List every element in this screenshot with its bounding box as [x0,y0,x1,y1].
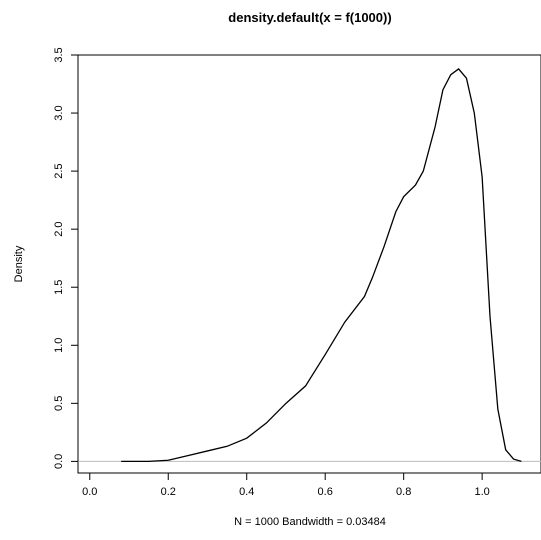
x-tick-label: 0.0 [82,486,97,498]
x-tick-label: 0.8 [396,486,411,498]
y-axis-label: Density [13,245,25,282]
plot-frame [77,54,541,474]
y-tick-label: 3.5 [53,47,65,62]
chart-title: density.default(x = f(1000)) [228,10,391,25]
y-tick-label: 1.5 [53,280,65,295]
x-axis-label: N = 1000 Bandwidth = 0.03484 [234,516,386,528]
x-tick-label: 0.6 [318,486,333,498]
y-tick-label: 1.0 [53,338,65,353]
y-tick-label: 0.5 [53,396,65,411]
x-tick-label: 1.0 [474,486,489,498]
x-axis: 0.0 0.2 0.4 0.6 0.8 1.0 [82,472,490,498]
y-tick-label: 3.0 [53,105,65,120]
y-tick-label: 2.0 [53,222,65,237]
y-axis: 0.0 0.5 1.0 1.5 2.0 2.5 3.0 3.5 [53,47,79,469]
density-curve [121,68,522,463]
y-tick-label: 0.0 [53,454,65,469]
y-tick-label: 2.5 [53,163,65,178]
x-tick-label: 0.2 [161,486,176,498]
x-tick-label: 0.4 [239,486,254,498]
